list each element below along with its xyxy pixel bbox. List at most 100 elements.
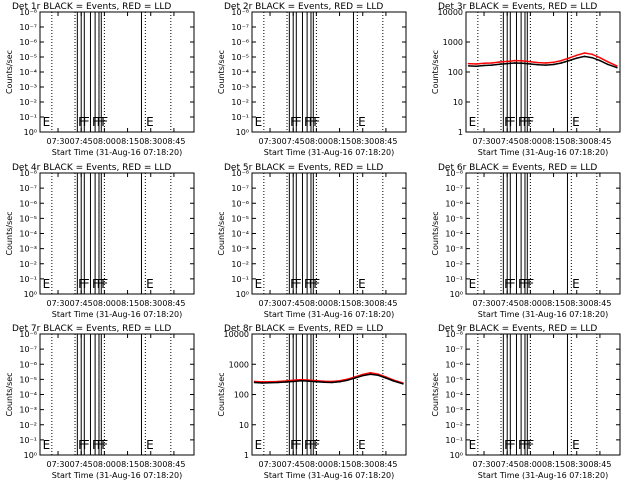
y-axis-label: Counts/sec <box>217 50 226 94</box>
panel-title: Det 6r BLACK = Events, RED = LLD <box>438 163 597 173</box>
y-tick-label: 10⁻⁷ <box>19 184 37 193</box>
y-tick-label: 1 <box>244 451 249 460</box>
marker-letter: E <box>255 277 263 291</box>
series-point <box>354 377 356 379</box>
series-point <box>616 65 618 67</box>
x-axis-label: Start Time (31-Aug-16 07:18:20) <box>478 471 609 480</box>
y-tick-label: 10⁻⁴ <box>231 68 249 77</box>
series-point <box>583 55 586 58</box>
x-tick-label: 07:30 <box>47 299 70 308</box>
detector-panel-8: Det 8r BLACK = Events, RED = LLD 1 10 100 10… <box>217 324 407 480</box>
y-tick-label: 10⁰ <box>236 128 249 137</box>
marker-letter: F <box>304 277 311 291</box>
marker-letter: F <box>309 438 316 452</box>
y-tick-label: 10⁻⁶ <box>445 199 463 208</box>
x-tick-label: 07:30 <box>47 137 70 146</box>
y-tick-label: 10⁻⁵ <box>19 53 37 62</box>
series-point <box>616 66 618 69</box>
marker-letter: F <box>313 277 320 291</box>
marker-letter: F <box>509 115 516 129</box>
marker-letter: F <box>78 115 85 129</box>
marker-letter: F <box>290 438 297 452</box>
series-point <box>361 374 364 377</box>
lld-series-line <box>468 52 618 67</box>
marker-letter: E <box>358 277 366 291</box>
series-point <box>369 372 372 374</box>
series-point <box>537 63 539 66</box>
y-tick-label: 10⁻³ <box>231 83 249 92</box>
marker-letter: F <box>509 277 516 291</box>
y-tick-label: 10⁻⁷ <box>19 23 37 32</box>
marker-letter: F <box>101 115 108 129</box>
series-point <box>514 62 516 64</box>
series-point <box>261 382 264 384</box>
x-tick-label: 08:00 <box>305 460 328 469</box>
y-tick-label: 10⁻⁴ <box>445 391 463 400</box>
y-tick-label: 10⁻⁴ <box>19 230 37 239</box>
marker-letter: F <box>527 115 534 129</box>
x-tick-label: 07:30 <box>259 137 282 146</box>
y-tick-label: 10⁻⁵ <box>19 214 37 223</box>
series-point <box>506 60 509 63</box>
x-tick-label: 07:45 <box>496 137 519 146</box>
series-point <box>529 60 532 63</box>
y-tick-label: 10⁻⁷ <box>19 345 37 354</box>
series-point <box>369 373 372 375</box>
y-tick-label: 10⁻⁸ <box>445 330 463 339</box>
x-axis-label: Start Time (31-Aug-16 07:18:20) <box>52 310 183 319</box>
panel-title: Det 1r BLACK = Events, RED = LLD <box>12 2 171 12</box>
x-tick-label: 08:00 <box>519 460 542 469</box>
x-tick-label: 07:45 <box>496 299 519 308</box>
y-tick-label: 10⁻³ <box>19 406 37 415</box>
y-tick-label: 10⁻⁵ <box>231 53 249 62</box>
y-tick-label: 10⁻¹ <box>445 275 463 284</box>
x-tick-label: 08:45 <box>162 137 185 146</box>
marker-letter: F <box>504 115 511 129</box>
marker-letter: E <box>572 277 580 291</box>
series-point <box>514 59 516 62</box>
series-point <box>521 60 524 62</box>
marker-letter: F <box>92 438 99 452</box>
x-tick-label: 08:45 <box>374 460 397 469</box>
series-point <box>552 61 555 64</box>
series-point <box>575 54 578 57</box>
x-tick-label: 08:00 <box>93 299 116 308</box>
marker-letter: F <box>97 115 104 129</box>
series-point <box>323 381 325 384</box>
marker-letter: E <box>469 277 477 291</box>
y-tick-label: 10⁰ <box>236 290 249 299</box>
y-tick-label: 10⁻⁶ <box>445 360 463 369</box>
series-point <box>606 63 609 66</box>
marker-letter: F <box>295 277 302 291</box>
x-tick-label: 08:30 <box>351 299 374 308</box>
series-point <box>307 380 310 382</box>
series-point <box>300 379 302 382</box>
x-tick-label: 08:15 <box>328 137 351 146</box>
y-tick-label: 10⁻² <box>445 421 463 430</box>
y-tick-label: 10⁻⁶ <box>231 199 249 208</box>
marker-letter: E <box>255 115 263 129</box>
y-tick-label: 10⁰ <box>450 451 463 460</box>
x-tick-label: 08:15 <box>116 299 139 308</box>
x-tick-label: 07:45 <box>282 460 305 469</box>
marker-letter: F <box>523 115 530 129</box>
marker-letter: F <box>309 115 316 129</box>
lld-series-line <box>254 372 404 384</box>
series-point <box>591 53 593 56</box>
marker-letter: F <box>313 115 320 129</box>
y-tick-label: 10⁻⁸ <box>231 169 249 178</box>
x-axis-label: Start Time (31-Aug-16 07:18:20) <box>478 310 609 319</box>
series-point <box>591 56 593 59</box>
x-tick-label: 07:45 <box>282 299 305 308</box>
marker-letter: E <box>146 277 154 291</box>
y-tick-label: 10⁻⁶ <box>19 38 37 47</box>
series-point <box>498 63 501 66</box>
x-tick-label: 08:15 <box>542 137 565 146</box>
x-tick-label: 07:30 <box>47 460 70 469</box>
y-tick-label: 10⁰ <box>24 128 37 137</box>
x-tick-label: 08:00 <box>305 137 328 146</box>
series-point <box>583 52 586 54</box>
marker-letter: E <box>146 115 154 129</box>
x-tick-label: 07:30 <box>473 460 496 469</box>
y-tick-label: 100 <box>234 391 249 400</box>
